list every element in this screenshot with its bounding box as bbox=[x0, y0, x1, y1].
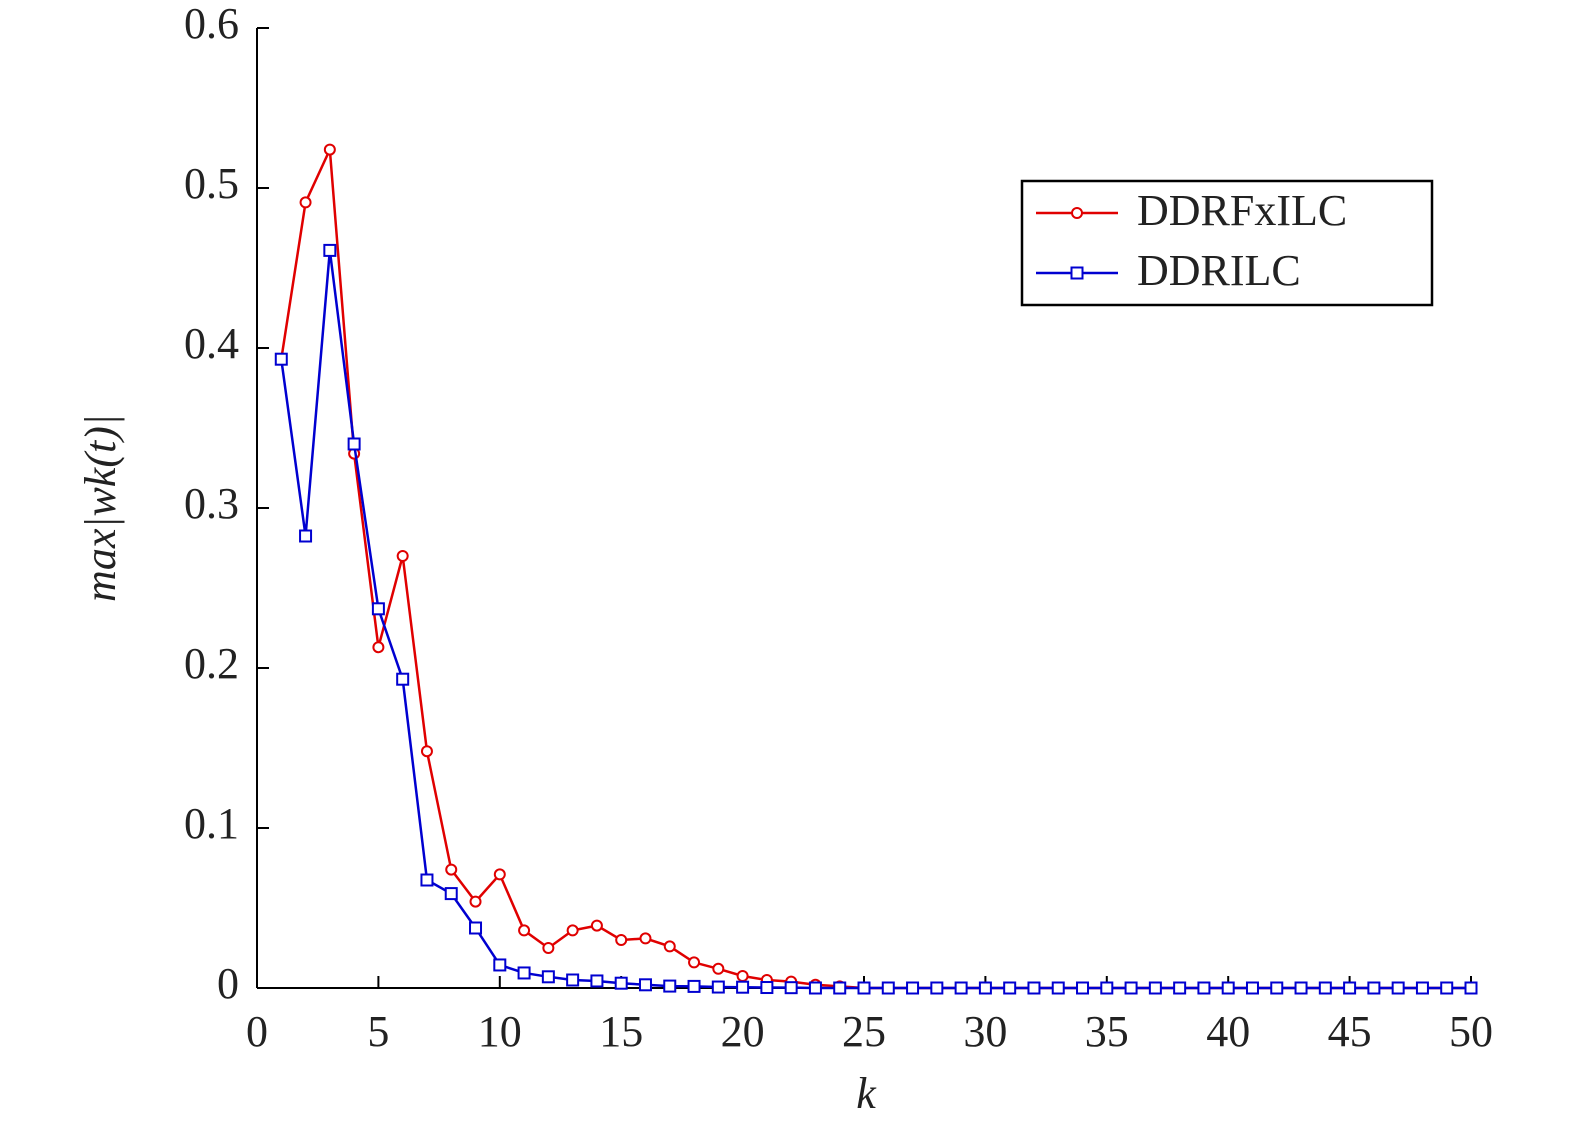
data-point bbox=[954, 981, 968, 995]
data-point bbox=[639, 932, 652, 945]
data-point bbox=[1270, 981, 1284, 995]
x-tick-label: 0 bbox=[246, 1007, 268, 1056]
data-point bbox=[590, 974, 604, 988]
data-point bbox=[518, 924, 531, 937]
data-point bbox=[1464, 981, 1478, 995]
data-point bbox=[469, 921, 483, 935]
data-point bbox=[614, 976, 628, 990]
data-point bbox=[493, 958, 507, 972]
x-tick-label: 30 bbox=[963, 1007, 1007, 1056]
data-point bbox=[808, 981, 822, 995]
data-point bbox=[566, 924, 579, 937]
data-point bbox=[906, 981, 920, 995]
data-point bbox=[493, 868, 506, 881]
data-point bbox=[1294, 981, 1308, 995]
data-point bbox=[1343, 981, 1357, 995]
data-point bbox=[323, 243, 337, 257]
x-tick-label: 10 bbox=[478, 1007, 522, 1056]
data-point bbox=[687, 979, 701, 993]
data-point bbox=[711, 980, 725, 994]
data-point bbox=[396, 550, 409, 562]
data-point bbox=[760, 981, 774, 995]
data-point bbox=[299, 529, 313, 543]
x-axis-label: k bbox=[856, 1069, 877, 1118]
data-point bbox=[881, 981, 895, 995]
data-point bbox=[299, 196, 312, 209]
x-tick-label: 35 bbox=[1085, 1007, 1129, 1056]
data-point bbox=[347, 437, 361, 451]
data-point bbox=[1318, 981, 1332, 995]
data-point bbox=[323, 143, 336, 156]
data-point bbox=[736, 970, 749, 982]
data-point bbox=[1440, 981, 1454, 995]
data-point bbox=[1148, 981, 1162, 995]
data-point bbox=[1076, 981, 1090, 995]
data-point bbox=[517, 966, 531, 980]
legend-marker bbox=[1071, 207, 1083, 219]
y-tick-label: 0.1 bbox=[184, 799, 239, 848]
data-point bbox=[663, 940, 676, 953]
data-point bbox=[1415, 981, 1429, 995]
data-point bbox=[444, 887, 458, 901]
data-point bbox=[712, 962, 725, 975]
y-tick-label: 0.6 bbox=[184, 0, 239, 48]
x-tick-label: 5 bbox=[367, 1007, 389, 1056]
legend-box bbox=[1020, 179, 1434, 307]
data-point bbox=[688, 956, 701, 969]
data-point bbox=[857, 981, 871, 995]
data-point bbox=[541, 970, 555, 984]
data-point bbox=[420, 873, 434, 887]
data-point bbox=[420, 745, 433, 758]
data-point bbox=[833, 981, 847, 995]
legend-label: DDRFxILC bbox=[1137, 186, 1347, 235]
data-point bbox=[469, 895, 482, 908]
data-point bbox=[663, 979, 677, 993]
y-axis-label: max|wk(t)| bbox=[76, 414, 125, 602]
data-point bbox=[736, 980, 750, 994]
y-tick-label: 0 bbox=[217, 959, 239, 1008]
y-tick-label: 0.3 bbox=[184, 479, 239, 528]
data-point bbox=[566, 973, 580, 987]
data-point bbox=[1124, 981, 1138, 995]
x-tick-label: 50 bbox=[1449, 1007, 1493, 1056]
data-point bbox=[784, 981, 798, 995]
y-tick-label: 0.5 bbox=[184, 159, 239, 208]
data-point bbox=[1051, 981, 1065, 995]
legend-marker bbox=[1070, 266, 1084, 280]
legend-label: DDRILC bbox=[1137, 246, 1301, 295]
data-point bbox=[396, 672, 410, 686]
data-point bbox=[445, 863, 458, 876]
series-line bbox=[280, 250, 1471, 990]
x-tick-label: 15 bbox=[599, 1007, 643, 1056]
y-tick-label: 0.4 bbox=[184, 319, 239, 368]
data-point bbox=[371, 602, 385, 616]
data-point bbox=[372, 641, 385, 654]
data-point bbox=[638, 978, 652, 992]
x-tick-label: 40 bbox=[1206, 1007, 1250, 1056]
data-point bbox=[274, 352, 288, 366]
x-tick-label: 20 bbox=[721, 1007, 765, 1056]
data-point bbox=[1367, 981, 1381, 995]
data-point bbox=[1027, 981, 1041, 995]
data-point bbox=[1100, 981, 1114, 995]
x-tick-label: 45 bbox=[1328, 1007, 1372, 1056]
y-tick-label: 0.2 bbox=[184, 639, 239, 688]
x-tick-label: 25 bbox=[842, 1007, 886, 1056]
data-point bbox=[1003, 981, 1017, 995]
data-point bbox=[615, 934, 628, 946]
data-point bbox=[590, 919, 603, 932]
data-point bbox=[1391, 981, 1405, 995]
data-point bbox=[1173, 981, 1187, 995]
data-point bbox=[930, 981, 944, 995]
data-point bbox=[1245, 981, 1259, 995]
data-point bbox=[1221, 981, 1235, 995]
data-point bbox=[1197, 981, 1211, 995]
data-point bbox=[978, 981, 992, 995]
data-point bbox=[542, 942, 555, 954]
